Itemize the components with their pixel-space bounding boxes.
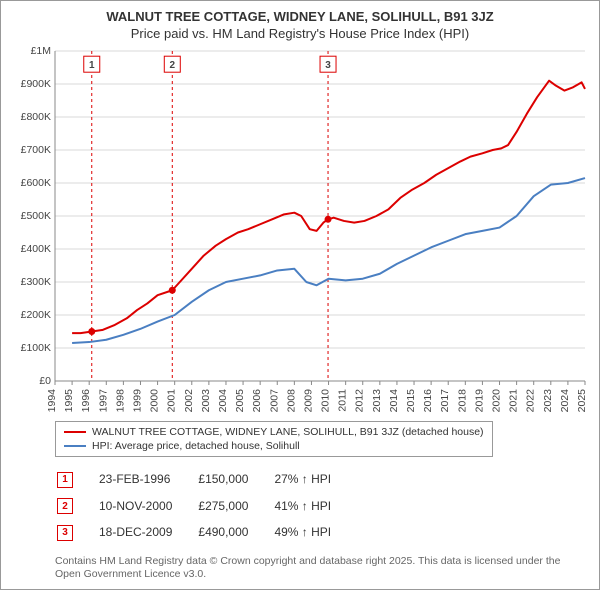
svg-text:2002: 2002	[183, 389, 195, 413]
event-row: 2 10-NOV-2000£275,00041% ↑ HPI	[57, 494, 355, 519]
events-table: 1 23-FEB-1996£150,00027% ↑ HPI 2 10-NOV-200…	[55, 465, 357, 547]
svg-text:3: 3	[325, 60, 331, 71]
event-marker: 1	[57, 472, 73, 488]
legend-label: HPI: Average price, detached house, Soli…	[92, 440, 300, 452]
event-date: 10-NOV-2000	[99, 494, 196, 519]
svg-text:£300K: £300K	[21, 276, 51, 288]
svg-text:2016: 2016	[422, 389, 434, 413]
svg-text:2019: 2019	[473, 389, 485, 413]
legend-label: WALNUT TREE COTTAGE, WIDNEY LANE, SOLIHU…	[92, 426, 484, 438]
svg-text:1: 1	[89, 60, 95, 71]
svg-text:£500K: £500K	[21, 210, 51, 222]
svg-text:2013: 2013	[371, 389, 383, 413]
svg-text:2007: 2007	[268, 389, 280, 413]
svg-text:£900K: £900K	[21, 78, 51, 90]
svg-text:2025: 2025	[576, 389, 588, 413]
event-marker: 3	[57, 525, 73, 541]
legend: WALNUT TREE COTTAGE, WIDNEY LANE, SOLIHU…	[55, 421, 493, 457]
svg-text:£400K: £400K	[21, 243, 51, 255]
event-date: 18-DEC-2009	[99, 520, 196, 545]
event-row: 3 18-DEC-2009£490,00049% ↑ HPI	[57, 520, 355, 545]
svg-text:1995: 1995	[63, 389, 75, 413]
event-price: £275,000	[198, 494, 272, 519]
event-hpi: 41% ↑ HPI	[274, 494, 355, 519]
svg-text:2015: 2015	[405, 389, 417, 413]
svg-text:2011: 2011	[337, 389, 349, 412]
svg-text:£1M: £1M	[31, 47, 51, 57]
svg-text:2005: 2005	[234, 389, 246, 413]
svg-text:2009: 2009	[302, 389, 314, 413]
svg-text:2023: 2023	[542, 389, 554, 413]
svg-text:1994: 1994	[46, 389, 58, 413]
svg-text:2: 2	[170, 60, 176, 71]
svg-text:2014: 2014	[388, 389, 400, 413]
svg-text:1998: 1998	[114, 389, 126, 413]
svg-text:2001: 2001	[166, 389, 178, 413]
event-date: 23-FEB-1996	[99, 467, 196, 492]
legend-row: WALNUT TREE COTTAGE, WIDNEY LANE, SOLIHU…	[64, 425, 484, 439]
svg-text:£800K: £800K	[21, 111, 51, 123]
svg-text:2012: 2012	[354, 389, 366, 413]
event-row: 1 23-FEB-1996£150,00027% ↑ HPI	[57, 467, 355, 492]
svg-text:1996: 1996	[80, 389, 92, 413]
svg-text:2017: 2017	[439, 389, 451, 413]
svg-text:2006: 2006	[251, 389, 263, 413]
legend-swatch	[64, 445, 86, 447]
svg-text:£700K: £700K	[21, 144, 51, 156]
event-marker: 2	[57, 498, 73, 514]
chart-title-main: WALNUT TREE COTTAGE, WIDNEY LANE, SOLIHU…	[11, 9, 589, 24]
svg-text:2010: 2010	[320, 389, 332, 413]
chart-title-sub: Price paid vs. HM Land Registry's House …	[11, 26, 589, 41]
chart-svg: £0 £100K £200K £300K £400K £500K £600K £700K £80…	[11, 47, 591, 417]
svg-text:2018: 2018	[456, 389, 468, 413]
svg-text:2024: 2024	[559, 389, 571, 413]
svg-text:2022: 2022	[525, 389, 537, 413]
svg-text:1997: 1997	[97, 389, 109, 413]
svg-text:2020: 2020	[491, 389, 503, 413]
event-hpi: 49% ↑ HPI	[274, 520, 355, 545]
svg-text:£0: £0	[39, 375, 51, 387]
svg-text:2021: 2021	[508, 389, 520, 413]
event-price: £490,000	[198, 520, 272, 545]
svg-text:2000: 2000	[149, 389, 161, 413]
event-price: £150,000	[198, 467, 272, 492]
price-chart: £0 £100K £200K £300K £400K £500K £600K £700K £80…	[11, 47, 589, 417]
svg-text:2004: 2004	[217, 389, 229, 413]
footer-note: Contains HM Land Registry data © Crown c…	[55, 555, 589, 582]
svg-text:2008: 2008	[285, 389, 297, 413]
svg-text:£600K: £600K	[21, 177, 51, 189]
svg-text:2003: 2003	[200, 389, 212, 413]
svg-text:1999: 1999	[131, 389, 143, 413]
svg-text:£200K: £200K	[21, 309, 51, 321]
svg-text:£100K: £100K	[21, 342, 51, 354]
event-hpi: 27% ↑ HPI	[274, 467, 355, 492]
legend-row: HPI: Average price, detached house, Soli…	[64, 439, 484, 453]
legend-swatch	[64, 431, 86, 433]
